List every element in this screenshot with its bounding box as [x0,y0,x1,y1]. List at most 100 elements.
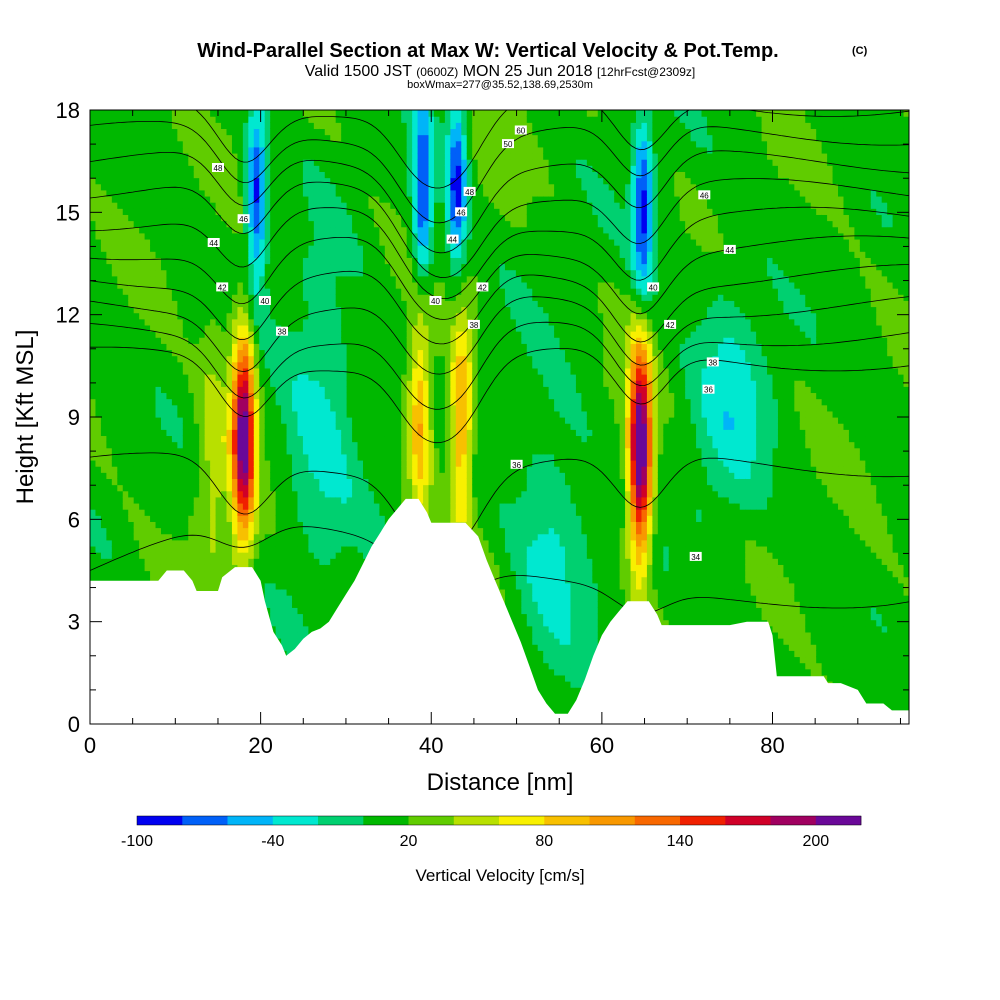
velocity-cell [275,251,282,258]
velocity-cell [128,361,135,369]
velocity-cell [210,570,217,578]
velocity-cell [292,607,299,615]
velocity-cell [226,288,233,295]
velocity-cell [193,570,200,578]
velocity-cell [275,269,282,277]
velocity-cell [286,324,293,332]
velocity-cell [346,275,353,283]
velocity-cell [231,502,239,510]
velocity-cell [204,220,211,228]
velocity-cell [319,410,326,418]
velocity-cell [139,331,146,338]
velocity-cell [330,607,337,615]
velocity-cell [253,410,260,418]
velocity-cell [100,478,107,486]
velocity-cell [242,441,249,449]
velocity-cell [259,214,266,222]
velocity-cell [117,355,124,363]
velocity-cell [281,300,288,308]
velocity-cell [155,275,162,283]
velocity-cell [352,502,359,510]
velocity-cell [226,337,233,344]
velocity-cell [324,386,331,394]
velocity-cell [226,159,233,166]
velocity-cell [204,171,211,179]
velocity-cell [319,159,326,166]
velocity-cell [357,466,364,473]
velocity-cell [128,306,135,314]
velocity-cell [281,306,288,314]
velocity-cell [319,429,326,437]
velocity-cell [155,281,162,289]
velocity-cell [150,220,157,228]
velocity-cell [253,245,260,252]
velocity-cell [166,374,173,381]
velocity-cell [313,398,320,406]
velocity-cell [160,183,168,191]
velocity-cell [330,478,337,486]
velocity-cell [226,515,233,522]
velocity-cell [346,386,353,394]
velocity-cell [106,570,113,578]
velocity-cell [352,435,359,443]
velocity-cell [215,337,222,344]
velocity-cell [352,165,359,172]
velocity-cell [100,331,107,338]
velocity-cell [319,281,326,289]
velocity-cell [111,238,118,246]
velocity-cell [270,331,277,338]
velocity-cell [221,343,228,351]
velocity-cell [139,269,146,277]
velocity-cell [231,380,239,387]
velocity-cell [122,312,129,320]
velocity-cell [357,214,364,222]
velocity-cell [221,134,228,142]
velocity-cell [133,343,140,351]
velocity-cell [155,195,162,203]
velocity-cell [319,423,326,430]
velocity-cell [150,539,157,547]
velocity-cell [193,502,200,510]
velocity-cell [177,318,184,326]
velocity-cell [106,152,113,160]
velocity-cell [111,502,118,510]
velocity-cell [215,355,222,363]
velocity-cell [155,251,162,258]
velocity-cell [259,116,266,123]
velocity-cell [286,521,293,529]
velocity-cell [352,392,359,400]
velocity-cell [237,195,244,203]
velocity-cell [281,490,288,498]
velocity-cell [160,171,168,179]
velocity-cell [248,502,255,510]
velocity-cell [188,490,195,498]
velocity-cell [188,324,195,332]
velocity-cell [352,515,359,522]
velocity-cell [171,386,178,394]
velocity-cell [117,324,124,332]
velocity-cell [286,134,293,142]
velocity-cell [275,367,282,375]
velocity-cell [193,490,200,498]
velocity-cell [292,152,299,160]
velocity-cell [324,478,331,486]
velocity-cell [150,177,157,185]
velocity-cell [182,269,189,277]
velocity-cell [133,521,140,529]
velocity-cell [122,459,129,467]
velocity-cell [199,177,206,185]
velocity-cell [160,232,168,240]
velocity-cell [215,441,222,449]
velocity-cell [177,435,184,443]
velocity-cell [106,502,113,510]
velocity-cell [90,281,97,289]
velocity-cell [177,110,184,117]
velocity-cell [95,447,102,455]
velocity-cell [171,539,178,547]
velocity-cell [182,116,189,123]
velocity-cell [188,392,195,400]
velocity-cell [275,275,282,283]
velocity-cell [264,269,271,277]
velocity-cell [221,257,228,265]
velocity-cell [133,466,140,473]
